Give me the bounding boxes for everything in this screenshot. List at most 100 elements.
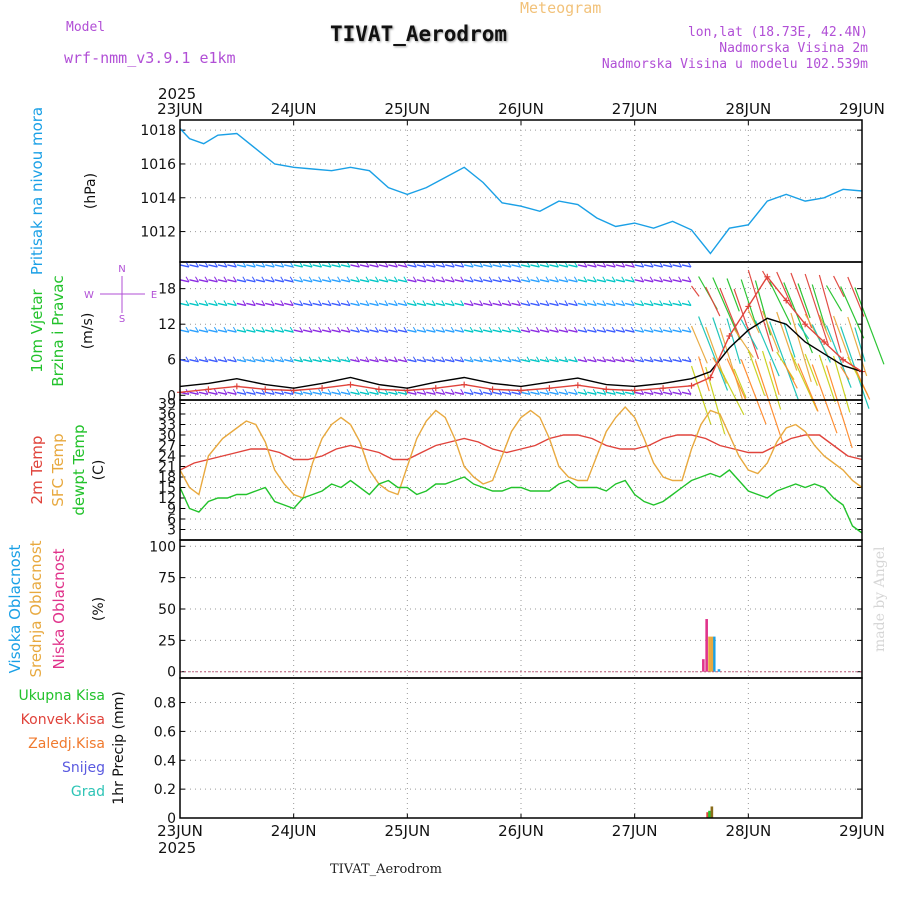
wind-barb [431,276,436,283]
wind-barb [630,276,635,283]
wind-barb [596,302,606,307]
wind-barb [356,326,360,333]
axis-label-unit: (C) [91,460,107,481]
wind-barb [242,261,247,268]
wind-vector [754,360,784,444]
wind-barb [625,329,635,333]
wind-barb [388,359,398,363]
wind-barb [204,356,209,362]
wind-barb [450,326,455,333]
wind-barb [662,279,673,283]
wind-barb [412,356,417,362]
wind-barb [204,276,209,283]
wind-barb [308,389,313,395]
wind-barb [422,300,427,306]
wind-barb [397,359,408,363]
wind-barb [223,389,228,395]
wind-barb [346,261,351,268]
wind-barb [526,300,531,306]
wind-barb [640,326,645,333]
wind-barb [577,264,587,268]
wind-barb [217,329,228,333]
wind-barb [198,302,209,307]
wind-barb [223,326,228,333]
y-tick-label: 1018 [140,123,176,139]
axis-label-unit: (m/s) [80,313,96,350]
wind-barb [302,391,313,395]
wind-barb [393,300,398,306]
wind-barb [681,279,692,283]
wind-barb [321,359,332,363]
wind-barb [375,261,379,268]
wind-barb [479,326,484,333]
wind-barb [261,389,266,395]
wind-barb [318,389,323,395]
wind-barb [227,391,237,395]
wind-barb [492,279,502,283]
wind-barb [393,276,398,283]
wind-barb [662,302,673,307]
y-tick-label: 24 [158,449,176,465]
wind-barb [299,276,304,283]
wind-barb [479,389,484,395]
y-tick-label: 100 [149,539,176,555]
wind-barb [659,389,664,395]
wind-barb [549,391,559,395]
wind-barb [558,391,569,395]
wind-barb [464,329,474,333]
wind-barb [397,329,408,333]
wind-barb [346,326,351,333]
wind-barb [384,326,389,333]
wind-barb [365,326,370,333]
wind-barb [678,300,682,306]
wind-vector [726,358,747,401]
wind-barb [213,326,218,333]
wind-barb [350,359,360,363]
wind-barb [359,302,370,307]
wind-barb [643,391,654,395]
precip-legend-1: Konvek.Kisa [21,712,105,728]
wind-barb [653,302,663,307]
wind-barb [672,264,682,268]
wind-barb [284,279,294,283]
wind-barb [308,261,313,268]
wind-barb [498,300,503,306]
wind-barb [299,356,304,362]
clouds-bar [705,619,708,672]
wind-barb [393,326,398,333]
wind-barb [378,359,389,363]
wind-barb [482,264,493,268]
wind-barb [431,389,436,395]
wind-barb [195,356,199,362]
wind-barb [643,264,654,268]
panel-frame [179,677,863,819]
model-label: Model [66,20,106,35]
wind-barb [403,300,408,306]
wind-barb [365,261,370,268]
wind-barb [189,391,199,395]
wind-barb [274,264,284,268]
wind-barb [653,279,663,283]
wind-vector [847,276,865,317]
wind-barb [577,302,587,307]
wind-barb [185,261,190,268]
wind-barb [251,326,256,333]
wind-vector [719,367,745,416]
wind-barb [331,302,341,307]
wind-barb [530,279,540,283]
wind-barb [488,300,493,306]
wind-barb [625,359,635,363]
wind-barb [280,326,285,333]
wind-barb [507,326,512,333]
wind-barb [407,359,417,363]
wind-barb [299,300,304,306]
wind-barb [312,359,322,363]
wind-barb [293,279,303,283]
wind-barb [640,276,645,283]
wind-line-1 [179,275,863,393]
wind-barb [393,261,398,268]
wind-barb [185,356,190,362]
wind-barb [445,359,455,363]
wind-barb [407,264,417,268]
